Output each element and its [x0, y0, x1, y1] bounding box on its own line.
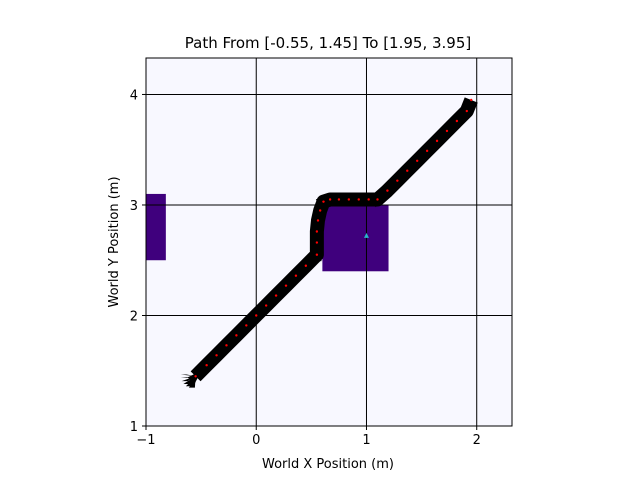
path-arrow [297, 260, 312, 274]
path-point [425, 149, 429, 153]
path-point [415, 159, 419, 162]
path-point [445, 129, 449, 133]
position-marker [363, 232, 369, 238]
path-point [316, 219, 320, 222]
path-point [337, 198, 341, 201]
path-point [347, 198, 351, 201]
path-arrow [429, 135, 443, 149]
path-arrow [439, 125, 453, 139]
path-point [215, 354, 218, 357]
obstacle-2 [322, 204, 389, 272]
y-axis-label: World Y Position (m) [107, 176, 122, 307]
path-arrow [208, 349, 223, 364]
chart-title: Path From [-0.55, 1.45] To [1.95, 3.95] [185, 34, 471, 52]
path-arrow [198, 359, 213, 374]
obstacle-layer [146, 193, 389, 272]
path-point [357, 198, 360, 201]
path-point [255, 314, 258, 317]
path-point [315, 253, 319, 256]
start-arrow [183, 376, 196, 384]
x-tick-label: 2 [473, 433, 481, 448]
start-arrow [180, 376, 196, 378]
x-axis-label: World X Position (m) [262, 457, 394, 472]
path-arrow [288, 270, 302, 284]
path-point [294, 274, 298, 277]
y-tick-label: 3 [130, 199, 138, 214]
y-tick-label: 2 [130, 309, 138, 324]
path-point [322, 200, 325, 203]
path-point [225, 344, 228, 347]
path-arrow [258, 299, 272, 314]
y-tick-layer: 1 2 3 4 [130, 88, 146, 435]
start-arrow [181, 376, 196, 382]
path-point [318, 209, 322, 212]
x-tick-layer: −1 0 1 2 [136, 426, 481, 448]
path-arrow [379, 184, 394, 199]
path-arrow [238, 319, 252, 334]
marker-layer [363, 232, 369, 238]
path-arrow [459, 103, 470, 119]
path-point [194, 375, 197, 378]
path-arrow [399, 165, 413, 179]
path-point [264, 304, 268, 307]
path-point [328, 198, 332, 201]
path-point [315, 241, 319, 244]
path-point [315, 230, 319, 233]
path-point [386, 189, 389, 192]
x-tick-label: 0 [252, 433, 260, 448]
path-point [284, 284, 288, 287]
obstacle-1 [146, 193, 166, 261]
path-point [376, 198, 379, 201]
path-arrow [389, 175, 403, 189]
start-arrow [180, 374, 196, 377]
x-tick-label: −1 [136, 433, 155, 448]
path-arrow [278, 279, 292, 294]
path-point [367, 198, 370, 201]
y-tick-label: 1 [130, 420, 138, 435]
path-arrow [218, 339, 233, 354]
path-dot-layer [194, 98, 473, 378]
path-point [274, 294, 278, 297]
path-arrow [268, 289, 282, 304]
path-arrow [409, 155, 423, 169]
path-arrow [369, 194, 384, 208]
path-point [455, 119, 459, 123]
path-point [470, 98, 473, 102]
path-point [396, 179, 399, 182]
x-tick-label: 1 [362, 433, 370, 448]
plot-frame [145, 57, 513, 427]
path-arrow [248, 309, 262, 324]
path-arrow [228, 329, 243, 344]
path-point [435, 139, 439, 143]
path-point [406, 169, 409, 172]
path-point [205, 364, 208, 367]
path-point [304, 264, 308, 267]
path-point [465, 109, 469, 113]
path-arrow [419, 145, 433, 159]
path-point [235, 334, 238, 337]
path-point [245, 324, 248, 327]
y-tick-label: 4 [130, 88, 138, 103]
path-arrow [448, 115, 463, 129]
